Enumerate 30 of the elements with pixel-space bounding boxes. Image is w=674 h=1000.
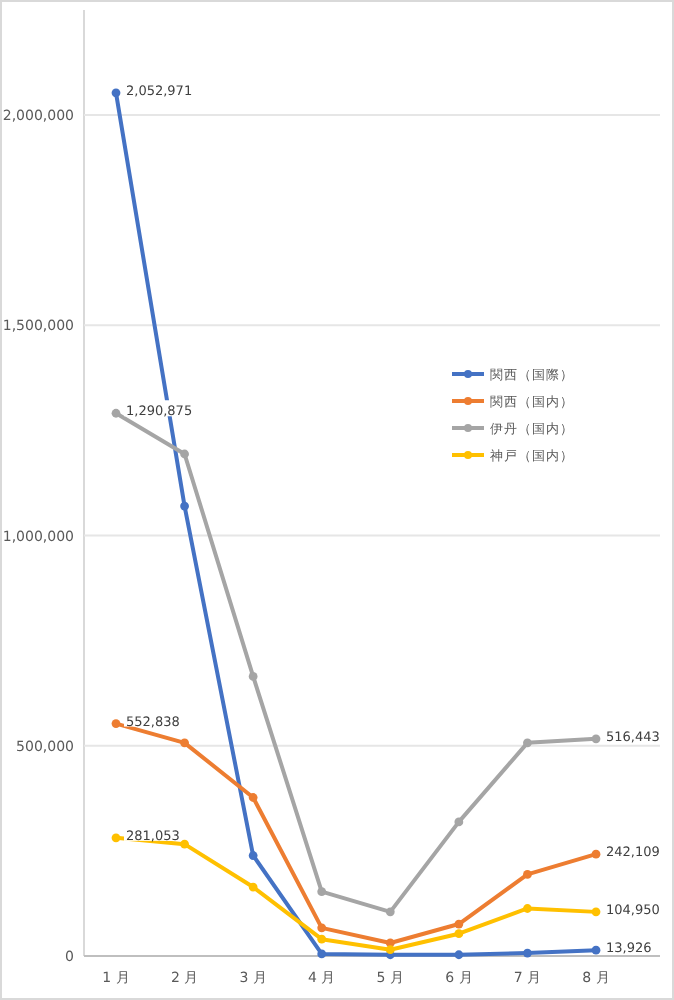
point: [248, 851, 258, 860]
point: [385, 907, 395, 917]
point: [180, 839, 189, 849]
point: [454, 817, 464, 827]
point: [248, 882, 258, 892]
point: [523, 904, 532, 913]
point: [248, 672, 258, 681]
point: [523, 948, 532, 958]
point: [385, 945, 395, 955]
point: [111, 833, 121, 843]
point: [317, 923, 327, 933]
point: [111, 719, 121, 728]
point: [180, 501, 189, 511]
point: [523, 738, 532, 748]
point: [317, 887, 327, 897]
point: [317, 949, 327, 959]
point: [248, 793, 258, 802]
point: [591, 849, 601, 859]
point: [523, 870, 532, 879]
point: [111, 88, 121, 98]
point: [454, 950, 464, 960]
point: [180, 449, 189, 459]
point: [454, 929, 464, 939]
point: [454, 919, 464, 929]
point: [591, 945, 601, 955]
point: [180, 738, 189, 748]
point: [591, 734, 601, 744]
point: [317, 934, 327, 944]
point: [111, 408, 121, 418]
point: [591, 907, 601, 917]
